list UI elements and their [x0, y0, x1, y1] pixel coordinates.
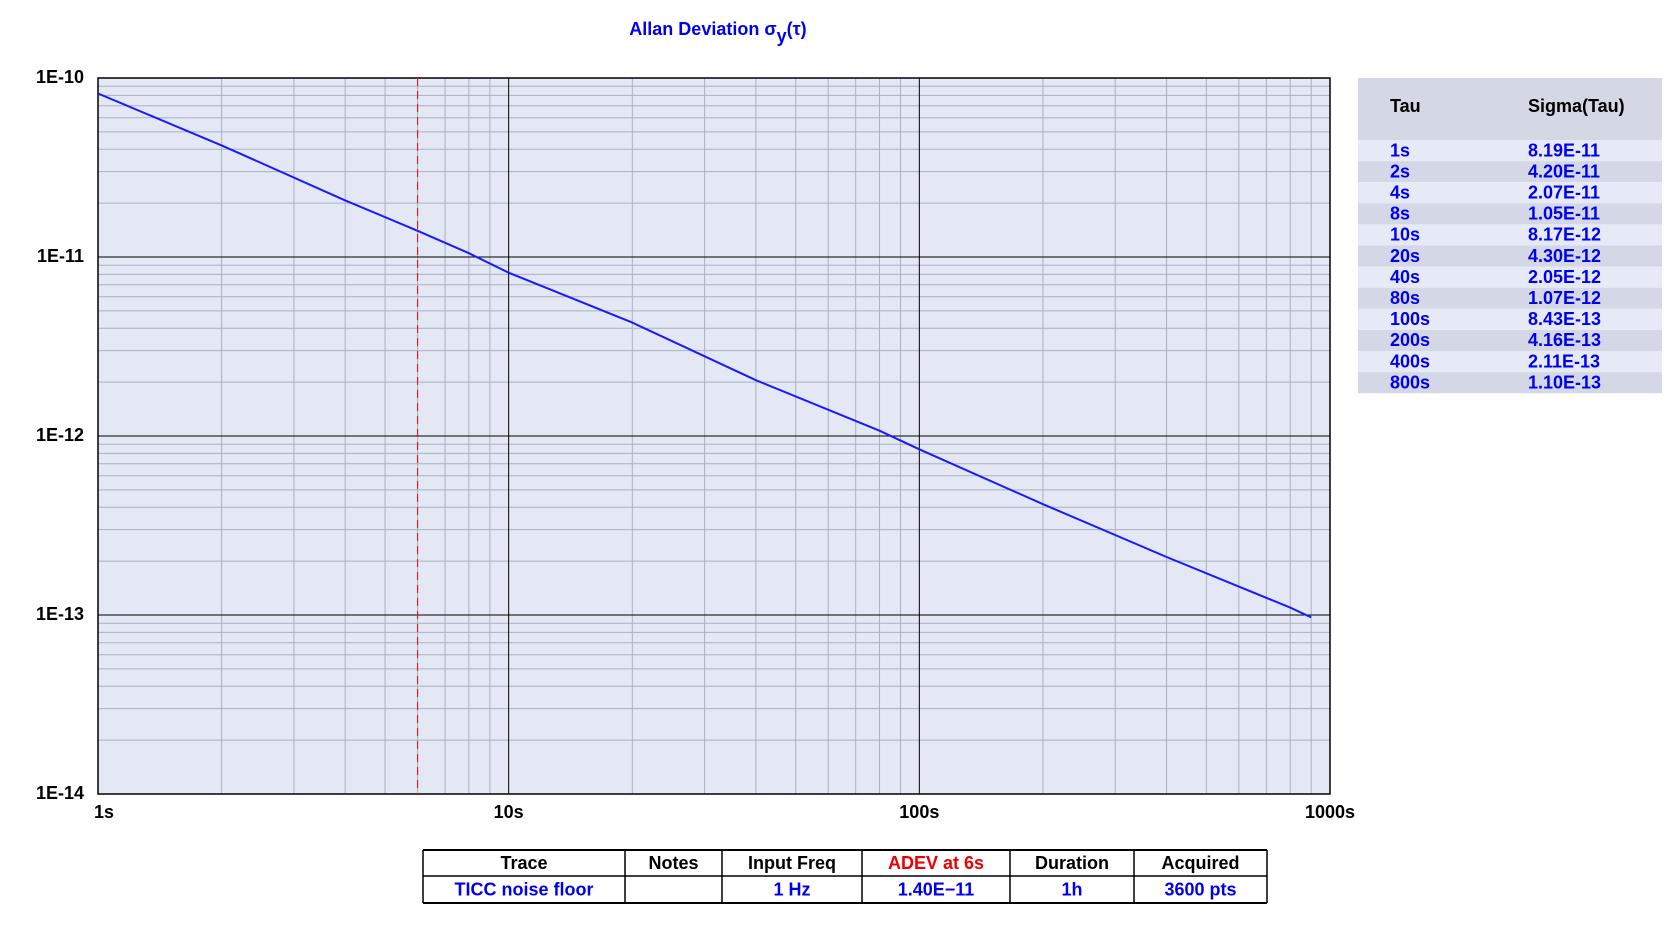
- x-tick-label: 100s: [899, 802, 939, 822]
- y-tick-label: 1E-14: [36, 783, 84, 803]
- info-cell: 1h: [1061, 879, 1082, 899]
- table-cell: 200s: [1390, 330, 1430, 350]
- info-header: Input Freq: [748, 853, 836, 873]
- info-header: Acquired: [1161, 853, 1239, 873]
- table-cell: 1.10E-13: [1528, 372, 1601, 392]
- info-cell: 1.40E−11: [898, 879, 975, 899]
- table-row-bg: [1358, 140, 1662, 162]
- table-cell: 40s: [1390, 267, 1420, 287]
- table-cell: 10s: [1390, 225, 1420, 245]
- table-row-bg: [1358, 287, 1662, 309]
- x-tick-label: 1000s: [1305, 802, 1355, 822]
- table-cell: 8.17E-12: [1528, 225, 1601, 245]
- table-cell: 4.30E-12: [1528, 246, 1601, 266]
- table-cell: 800s: [1390, 372, 1430, 392]
- table-cell: 1.05E-11: [1528, 204, 1600, 224]
- table-row-bg: [1358, 203, 1662, 225]
- info-cell: 3600 pts: [1164, 879, 1236, 899]
- x-tick-label: 10s: [494, 802, 524, 822]
- info-cell: 1 Hz: [773, 879, 810, 899]
- table-header: Tau: [1390, 96, 1421, 116]
- table-row-bg: [1358, 161, 1662, 183]
- info-header: Duration: [1035, 853, 1109, 873]
- table-row-bg: [1358, 245, 1662, 267]
- table-cell: 4.20E-11: [1528, 161, 1600, 181]
- info-cell: TICC noise floor: [455, 879, 594, 899]
- table-row-bg: [1358, 266, 1662, 288]
- info-header: ADEV at 6s: [888, 853, 984, 873]
- table-cell: 1s: [1390, 140, 1410, 160]
- table-row-bg: [1358, 351, 1662, 373]
- table-row-bg: [1358, 308, 1662, 330]
- y-tick-label: 1E-10: [36, 67, 84, 87]
- table-cell: 20s: [1390, 246, 1420, 266]
- table-cell: 8.19E-11: [1528, 140, 1600, 160]
- table-row-bg: [1358, 224, 1662, 246]
- table-cell: 400s: [1390, 351, 1430, 371]
- y-tick-label: 1E-12: [36, 425, 84, 445]
- info-header: Trace: [500, 853, 547, 873]
- table-cell: 2.07E-11: [1528, 183, 1600, 203]
- title-suffix: (τ): [787, 19, 807, 39]
- table-header: Sigma(Tau): [1528, 96, 1625, 116]
- info-header: Notes: [648, 853, 698, 873]
- table-cell: 1.07E-12: [1528, 288, 1601, 308]
- data-line: [97, 92, 1312, 619]
- table-cell: 4s: [1390, 183, 1410, 203]
- table-cell: 2.05E-12: [1528, 267, 1601, 287]
- plot-border: [97, 77, 1331, 795]
- title-subscript: y: [777, 26, 787, 46]
- table-cell: 2s: [1390, 161, 1410, 181]
- table-row-bg: [1358, 329, 1662, 351]
- title-main: Allan Deviation σ: [629, 19, 776, 39]
- table-row-bg: [1358, 372, 1662, 394]
- y-tick-label: 1E-11: [37, 246, 84, 266]
- chart-title: Allan Deviation σy(τ): [629, 19, 806, 46]
- table-cell: 4.16E-13: [1528, 330, 1601, 350]
- table-cell: 8.43E-13: [1528, 309, 1601, 329]
- table-cell: 80s: [1390, 288, 1420, 308]
- table-cell: 8s: [1390, 204, 1410, 224]
- x-tick-label: 1s: [94, 802, 114, 822]
- table-cell: 2.11E-13: [1528, 351, 1600, 371]
- table-row-bg: [1358, 182, 1662, 204]
- table-cell: 100s: [1390, 309, 1430, 329]
- y-tick-label: 1E-13: [36, 604, 84, 624]
- table-header-bg: [1358, 78, 1662, 140]
